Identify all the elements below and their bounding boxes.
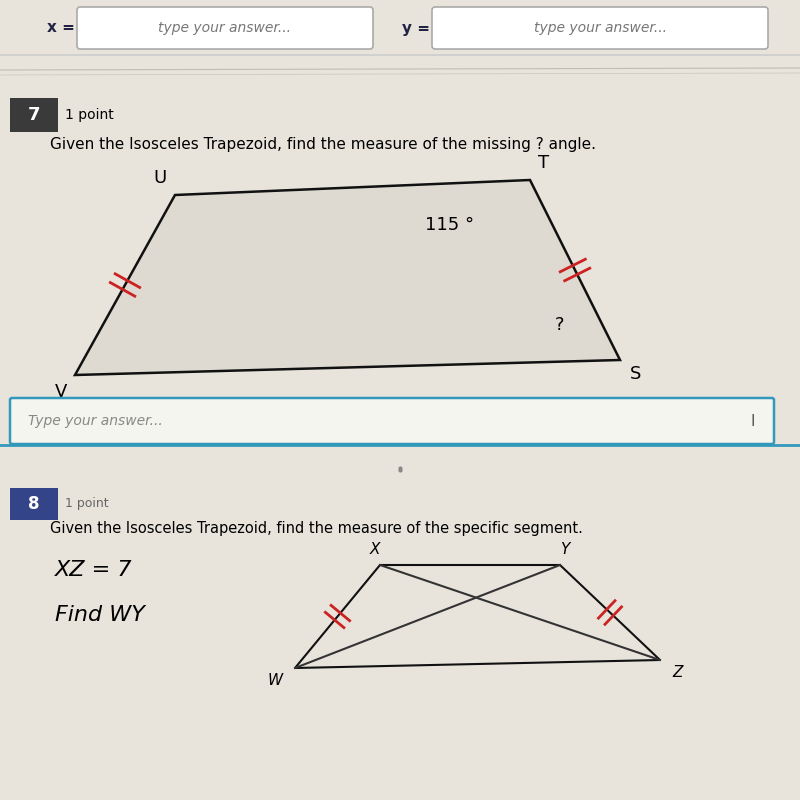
Text: U: U [154, 169, 167, 187]
Text: Z: Z [672, 665, 682, 680]
Text: 115 °: 115 ° [426, 216, 474, 234]
Text: Given the Isosceles Trapezoid, find the measure of the specific segment.: Given the Isosceles Trapezoid, find the … [50, 521, 583, 535]
FancyBboxPatch shape [432, 7, 768, 49]
Text: 8: 8 [28, 495, 40, 513]
Text: ?: ? [555, 316, 565, 334]
Text: Find WY: Find WY [55, 605, 145, 625]
Text: XZ = 7: XZ = 7 [55, 560, 133, 580]
Text: X: X [370, 542, 380, 557]
Text: y =: y = [402, 21, 430, 35]
Text: Y: Y [560, 542, 570, 557]
Text: Given the Isosceles Trapezoid, find the measure of the missing ? angle.: Given the Isosceles Trapezoid, find the … [50, 138, 596, 153]
FancyBboxPatch shape [10, 488, 58, 520]
Text: type your answer...: type your answer... [158, 21, 291, 35]
Text: I: I [750, 414, 755, 429]
FancyBboxPatch shape [10, 98, 58, 132]
Text: x =: x = [47, 21, 75, 35]
Text: 1 point: 1 point [65, 498, 109, 510]
Text: S: S [630, 365, 642, 383]
Text: 1 point: 1 point [65, 108, 114, 122]
FancyBboxPatch shape [10, 398, 774, 444]
Text: Type your answer...: Type your answer... [28, 414, 162, 428]
Text: T: T [538, 154, 549, 172]
Text: W: W [268, 673, 283, 688]
Polygon shape [75, 180, 620, 375]
Text: type your answer...: type your answer... [534, 21, 666, 35]
Text: 7: 7 [28, 106, 40, 124]
Text: V: V [54, 383, 67, 401]
FancyBboxPatch shape [77, 7, 373, 49]
Polygon shape [295, 565, 660, 668]
